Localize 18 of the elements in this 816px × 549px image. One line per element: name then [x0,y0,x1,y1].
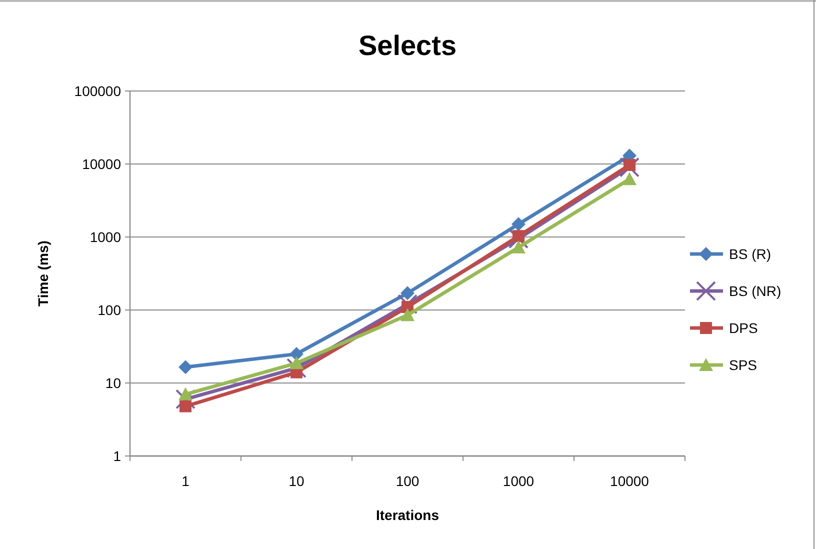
x-tick-label: 10000 [610,473,650,489]
legend-label: BS (R) [729,246,771,262]
x-tick-label: 10 [288,473,304,489]
x-tick-label: 1 [182,473,190,489]
y-tick-label: 100000 [74,82,122,99]
x-tick-label: 100 [396,473,420,489]
legend-label: DPS [729,320,758,336]
legend-label: BS (NR) [729,282,782,299]
y-axis-title: Time (ms) [35,240,51,306]
y-tick-label: 10000 [82,156,122,172]
chart-title: Selects [358,30,457,61]
x-tick-label: 1000 [502,473,534,489]
x-axis-title: Iterations [376,507,440,523]
legend-label: SPS [729,356,758,373]
y-tick-label: 10 [105,374,122,391]
y-tick-label: 1000 [90,228,122,245]
y-tick-label: 100 [98,302,122,318]
y-tick-label: 1 [113,448,122,464]
